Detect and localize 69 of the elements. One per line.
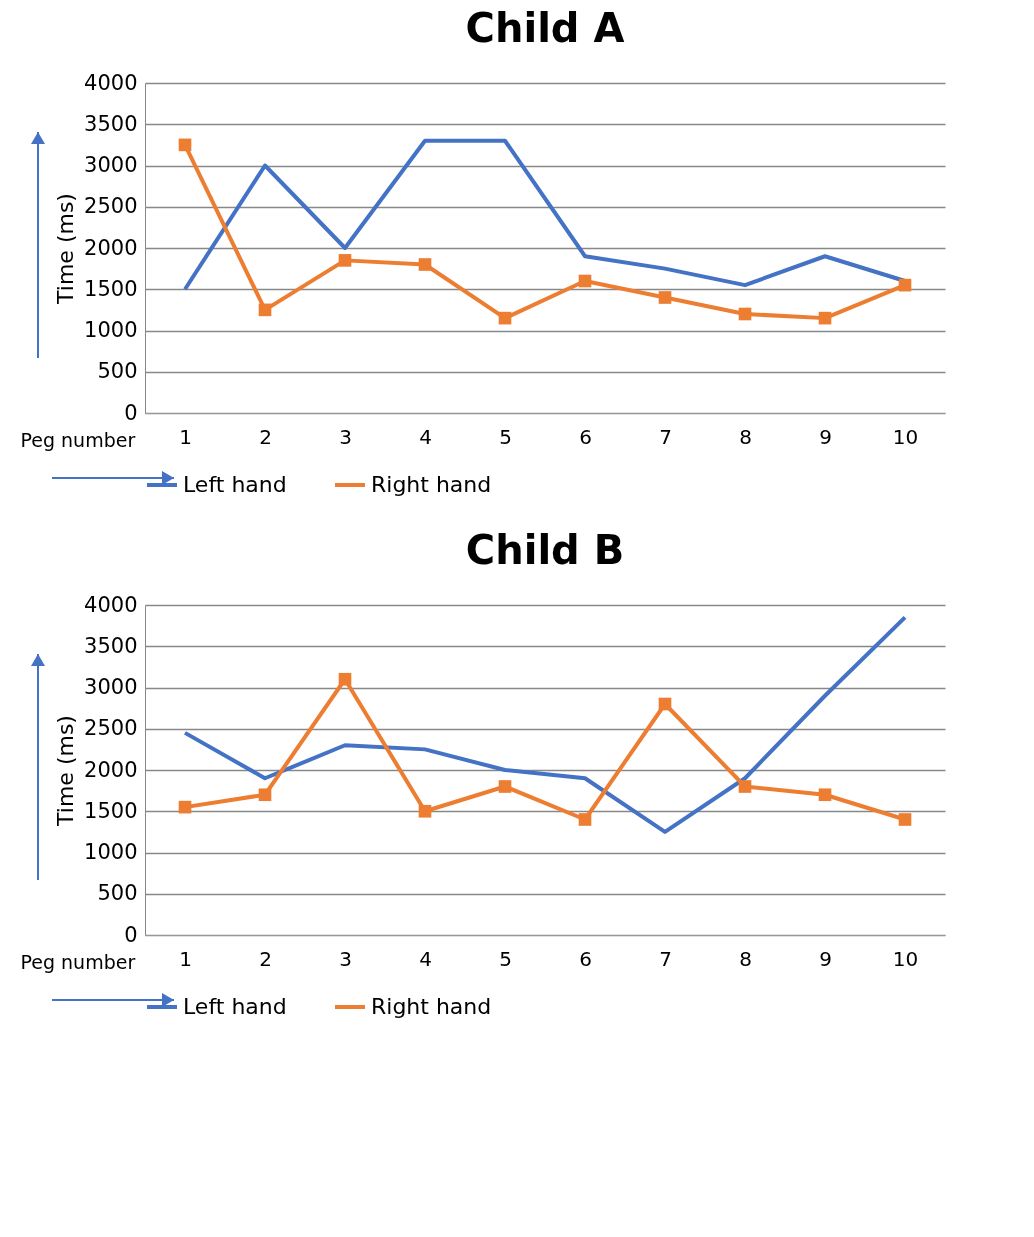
y-tick-label: 3000 [84,153,138,177]
x-tick-label: 10 [892,424,919,449]
point [898,278,912,292]
legend-label: Right hand [371,994,492,1019]
chart-title: Child B [465,527,625,573]
legend-label: Left hand [183,994,287,1019]
y-tick-label: 4000 [84,592,138,617]
y-tick-label: 0 [124,922,138,947]
point [658,291,672,304]
y-tick-label: 1500 [84,798,138,823]
y-tick-label: 2000 [84,235,138,260]
x-tick-label: 1 [179,946,192,971]
point [418,258,432,271]
point [818,788,832,802]
x-tick-label: 2 [259,424,272,449]
x-tick-label: 8 [739,424,752,449]
x-tick-label: 6 [579,424,592,449]
point [338,254,352,267]
point [418,804,432,818]
legend-label: Right hand [371,472,492,497]
point [178,138,192,152]
y-tick-label: 3500 [84,111,138,136]
y-tick-label: 1000 [84,840,138,864]
point [258,303,272,317]
chart-title: Child A [465,5,625,51]
y-tick-label: 3500 [84,633,138,658]
point [578,813,592,826]
y-tick-label: 1000 [84,318,138,342]
point [498,780,512,793]
y-tick-label: 0 [124,400,138,425]
x-tick-label: 2 [259,946,272,971]
legend-label: Left hand [183,472,287,497]
x-tick-label: 3 [339,946,352,971]
line-series [183,615,907,834]
x-tick-label: 6 [579,946,592,971]
x-tick-label: 3 [339,424,352,449]
point [738,780,752,793]
x-tick-label: 10 [892,946,919,971]
x-tick-label: 5 [499,424,512,449]
point [818,311,832,325]
y-axis-title: Time (ms) [53,715,79,827]
point [338,672,352,686]
point [898,813,912,826]
x-axis-title: Peg number [20,950,136,973]
y-tick-label: 3000 [84,675,138,699]
y-tick-label: 500 [97,359,138,384]
point [178,800,192,814]
y-tick-label: 2500 [84,716,138,741]
point [658,697,672,711]
point [738,307,752,321]
x-tick-label: 7 [659,424,672,449]
x-tick-label: 7 [659,946,672,971]
x-axis-title: Peg number [20,428,136,451]
y-tick-label: 4000 [84,70,138,95]
y-tick-label: 500 [97,881,138,906]
y-tick-label: 2000 [84,757,138,782]
point [498,311,512,325]
point [258,788,272,802]
x-tick-label: 4 [419,424,432,449]
y-tick-label: 2500 [84,194,138,219]
point [578,274,592,288]
x-tick-label: 5 [499,946,512,971]
x-tick-label: 9 [819,946,832,971]
y-tick-label: 1500 [84,276,138,301]
x-tick-label: 8 [739,946,752,971]
x-tick-label: 1 [179,424,192,449]
y-axis-title: Time (ms) [53,193,79,305]
x-tick-label: 9 [819,424,832,449]
x-tick-label: 4 [419,946,432,971]
